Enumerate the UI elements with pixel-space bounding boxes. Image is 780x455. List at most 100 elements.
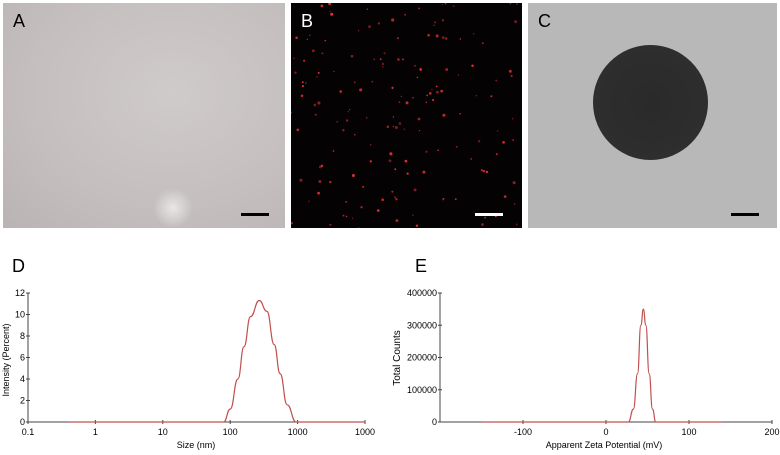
fluorescent-dot: [333, 70, 335, 73]
fluorescent-dot: [434, 21, 437, 24]
fluorescent-dot: [329, 180, 332, 184]
fluorescent-dot: [398, 122, 402, 125]
fluorescent-dot: [336, 120, 339, 123]
fluorescent-dot: [320, 164, 324, 168]
fluorescent-dot: [339, 90, 342, 93]
fluorescent-dot: [394, 126, 398, 130]
fluorescent-dot: [293, 57, 295, 59]
fluorescent-dot: [414, 64, 416, 67]
fluorescent-dot: [425, 150, 428, 153]
fluorescent-dot: [432, 99, 435, 102]
scale-bar: [475, 213, 503, 216]
fluorescent-dot: [478, 140, 481, 143]
fluorescent-dot: [386, 125, 390, 129]
fluorescent-dot: [445, 68, 449, 71]
x-tick-label: 100: [681, 427, 696, 437]
zeta-potential-chart: Apparent Zeta Potential (mV) Total Count…: [392, 288, 780, 450]
fluorescent-dot: [406, 172, 409, 175]
y-tick-label: 0: [432, 417, 437, 427]
fluorescent-dot: [318, 179, 322, 183]
fluorescent-dot: [391, 18, 395, 22]
fluorescent-dot: [317, 101, 321, 105]
fluorescent-dot: [306, 38, 308, 41]
fluorescent-dot: [417, 117, 421, 121]
fluorescent-dot: [418, 7, 421, 10]
panel-c-tem-micrograph: C: [528, 3, 777, 228]
fluorescent-dot: [475, 95, 478, 97]
fluorescent-dot: [392, 126, 394, 128]
fluorescent-dot: [353, 81, 356, 84]
fluorescent-dot: [471, 64, 474, 68]
y-tick-label: 300000: [407, 320, 437, 330]
y-tick-label: 400000: [407, 288, 437, 298]
fluorescent-dot: [442, 198, 444, 201]
fluorescent-dot: [459, 112, 462, 115]
fluorescent-dot: [404, 159, 408, 163]
fluorescent-dot: [453, 5, 455, 8]
fluorescent-dot: [362, 185, 365, 188]
fluorescent-dot: [398, 101, 401, 104]
fluorescent-dot: [391, 190, 394, 193]
fluorescent-dot: [418, 129, 421, 132]
fluorescent-dot: [496, 130, 499, 132]
y-axis-label: Intensity (Percent): [1, 323, 11, 396]
fluorescent-dot: [368, 25, 371, 28]
x-tick-label: 0: [603, 427, 608, 437]
fluorescent-dot: [422, 170, 426, 174]
fluorescent-dots: [291, 3, 518, 228]
fluorescent-dot: [393, 196, 396, 199]
fluorescent-dot: [328, 3, 332, 6]
fluorescent-dot: [373, 58, 376, 61]
fluorescent-dot: [345, 215, 348, 218]
fluorescent-dot: [427, 33, 430, 37]
fluorescent-dot: [316, 76, 318, 78]
fluorescent-dot: [383, 52, 386, 55]
fluorescent-dot: [412, 97, 414, 99]
fluorescent-dot: [295, 36, 298, 40]
fluorescent-dot: [435, 90, 439, 94]
fluorescent-dot: [403, 128, 406, 130]
fluorescent-dot: [329, 223, 332, 226]
fluorescent-dot: [350, 54, 354, 58]
fluorescent-dot: [301, 81, 304, 84]
fluorescent-dot: [299, 178, 303, 182]
fluorescent-dot: [296, 128, 300, 132]
fluorescent-dot: [377, 22, 380, 25]
fluorescent-dot: [366, 8, 369, 10]
fluorescent-dot: [313, 103, 317, 107]
scale-bar: [241, 213, 269, 216]
fluorescent-dot: [354, 133, 356, 136]
fluorescent-dot: [345, 200, 348, 203]
fluorescent-dot: [371, 81, 373, 83]
fluorescent-dot: [392, 116, 395, 118]
fluorescent-dot: [481, 223, 484, 226]
fluorescent-dot: [445, 37, 448, 40]
fluorescent-dot: [358, 227, 360, 228]
fluorescent-dot: [381, 198, 384, 202]
fluorescent-dot: [381, 62, 385, 66]
fluorescent-dot: [394, 168, 397, 171]
fluorescent-dot: [481, 42, 484, 45]
fluorescent-dot: [416, 76, 419, 79]
fluorescent-dot: [308, 200, 310, 202]
fluorescent-dot: [484, 216, 487, 219]
fluorescent-dot: [459, 38, 462, 40]
fluorescent-dot: [437, 149, 439, 152]
fluorescent-dot: [388, 159, 392, 163]
fluorescent-dot: [516, 3, 518, 5]
x-tick-label: 200: [764, 427, 779, 437]
y-tick-label: 6: [20, 353, 25, 363]
y-axis-label: Total Counts: [392, 330, 403, 386]
fluorescent-dot: [311, 49, 315, 53]
x-tick-label: 1000: [355, 427, 375, 437]
y-tick-label: 200000: [407, 353, 437, 363]
fluorescent-dot: [397, 58, 400, 61]
fluorescent-dot: [404, 13, 406, 16]
fluorescent-dot: [415, 224, 419, 227]
size-distribution-chart: Size (nm) Intensity (Percent) 0.1 1 10 100 1…: [1, 288, 375, 450]
fluorescent-dot: [294, 71, 297, 74]
fluorescent-dot: [441, 19, 444, 22]
y-tick-label: 100000: [407, 385, 437, 395]
fluorescent-dot: [440, 89, 444, 93]
fluorescent-dot: [401, 58, 404, 61]
